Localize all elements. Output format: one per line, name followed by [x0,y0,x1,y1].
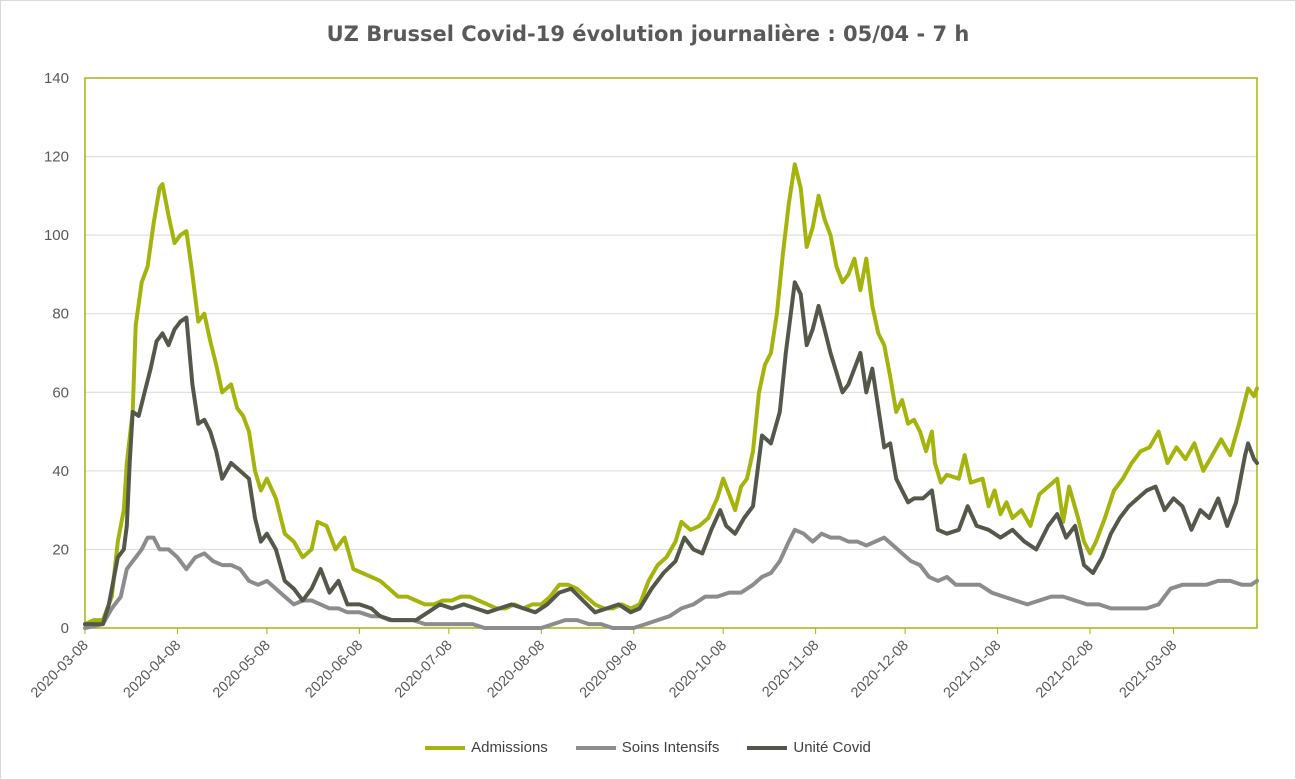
y-tick-label-80: 80 [52,306,69,323]
legend-label-soins-intensifs: Soins Intensifs [621,739,720,756]
y-axis: 0 20 40 60 80 100 120 140 [44,70,69,637]
x-tick-label-2020-06-08: 2020-06-08 [302,638,366,702]
x-tick-label-2021-03-08: 2021-03-08 [1117,638,1181,702]
x-tick-label-2020-07-08: 2020-07-08 [392,638,456,702]
x-tick-label-2020-10-08: 2020-10-08 [666,638,730,702]
legend: Admissions Soins Intensifs Unité Covid [0,739,1296,756]
x-axis: 2020-03-08 2020-04-08 2020-05-08 2020-06-08… [28,628,1180,701]
y-tick-label-120: 120 [44,149,69,166]
x-tick-label-2020-04-08: 2020-04-08 [121,638,185,702]
x-tick-label-2020-11-08: 2020-11-08 [759,638,822,701]
legend-item-admissions: Admissions [425,739,548,756]
x-tick-label-2020-12-08: 2020-12-08 [848,638,912,702]
x-tick-label-2020-09-08: 2020-09-08 [577,638,641,702]
x-tick-label-2021-01-08: 2021-01-08 [941,638,1005,702]
series-lines [83,162,1259,630]
y-tick-label-100: 100 [44,227,69,244]
x-tick-label-2020-03-08: 2020-03-08 [28,638,92,702]
legend-swatch-admissions [425,745,466,750]
y-tick-label-40: 40 [52,463,69,480]
y-tick-label-60: 60 [52,384,69,401]
legend-label-admissions: Admissions [471,739,548,756]
y-tick-label-140: 140 [44,70,69,87]
y-tick-label-20: 20 [52,541,69,558]
legend-swatch-unite-covid [747,745,788,750]
x-tick-label-2020-05-08: 2020-05-08 [210,638,274,702]
x-tick-label-2020-08-08: 2020-08-08 [484,638,548,702]
legend-item-soins-intensifs: Soins Intensifs [575,739,720,756]
x-tick-label-2021-02-08: 2021-02-08 [1033,638,1097,702]
legend-label-unite-covid: Unité Covid [793,739,871,756]
legend-item-unite-covid: Unité Covid [747,739,871,756]
series-line-unite-covid [83,280,1259,627]
y-tick-label-0: 0 [61,620,69,637]
series-line-soins-intensifs [83,527,1259,630]
gridlines [85,156,1257,550]
chart-title: UZ Brussel Covid-19 évolution journalièr… [326,22,970,46]
plot-area-border [84,77,1258,629]
series-line-admissions [83,162,1259,627]
legend-swatch-soins-intensifs [575,745,616,750]
